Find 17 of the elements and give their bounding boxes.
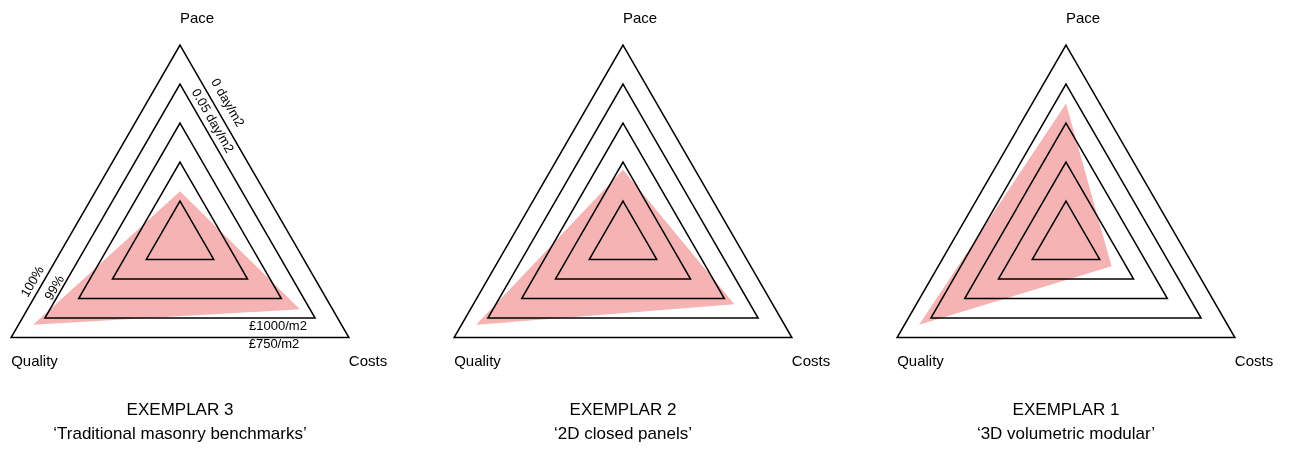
text: ‘2D closed panels’ xyxy=(553,423,693,445)
spoke-label: Pace xyxy=(1066,9,1101,26)
text: £750/m2 xyxy=(248,336,300,352)
text: ‘Traditional masonry benchmarks’ xyxy=(52,423,308,445)
spoke-label: Quality xyxy=(454,351,502,369)
spoke-label: Costs xyxy=(791,351,831,369)
text: EXEMPLAR 1 xyxy=(1011,399,1121,421)
spoke-label: Pace xyxy=(180,9,215,26)
spoke-label: Quality xyxy=(897,351,945,369)
text: £1000/m2 xyxy=(249,318,307,334)
text: EXEMPLAR 3 xyxy=(125,399,235,421)
text: ‘3D volumetric modular’ xyxy=(975,423,1157,445)
spoke-label: Pace xyxy=(623,9,658,26)
spoke-label: Quality xyxy=(11,351,59,369)
spoke-label: Costs xyxy=(348,351,388,369)
spoke-label: Costs xyxy=(1234,351,1274,369)
text: EXEMPLAR 2 xyxy=(568,399,678,421)
